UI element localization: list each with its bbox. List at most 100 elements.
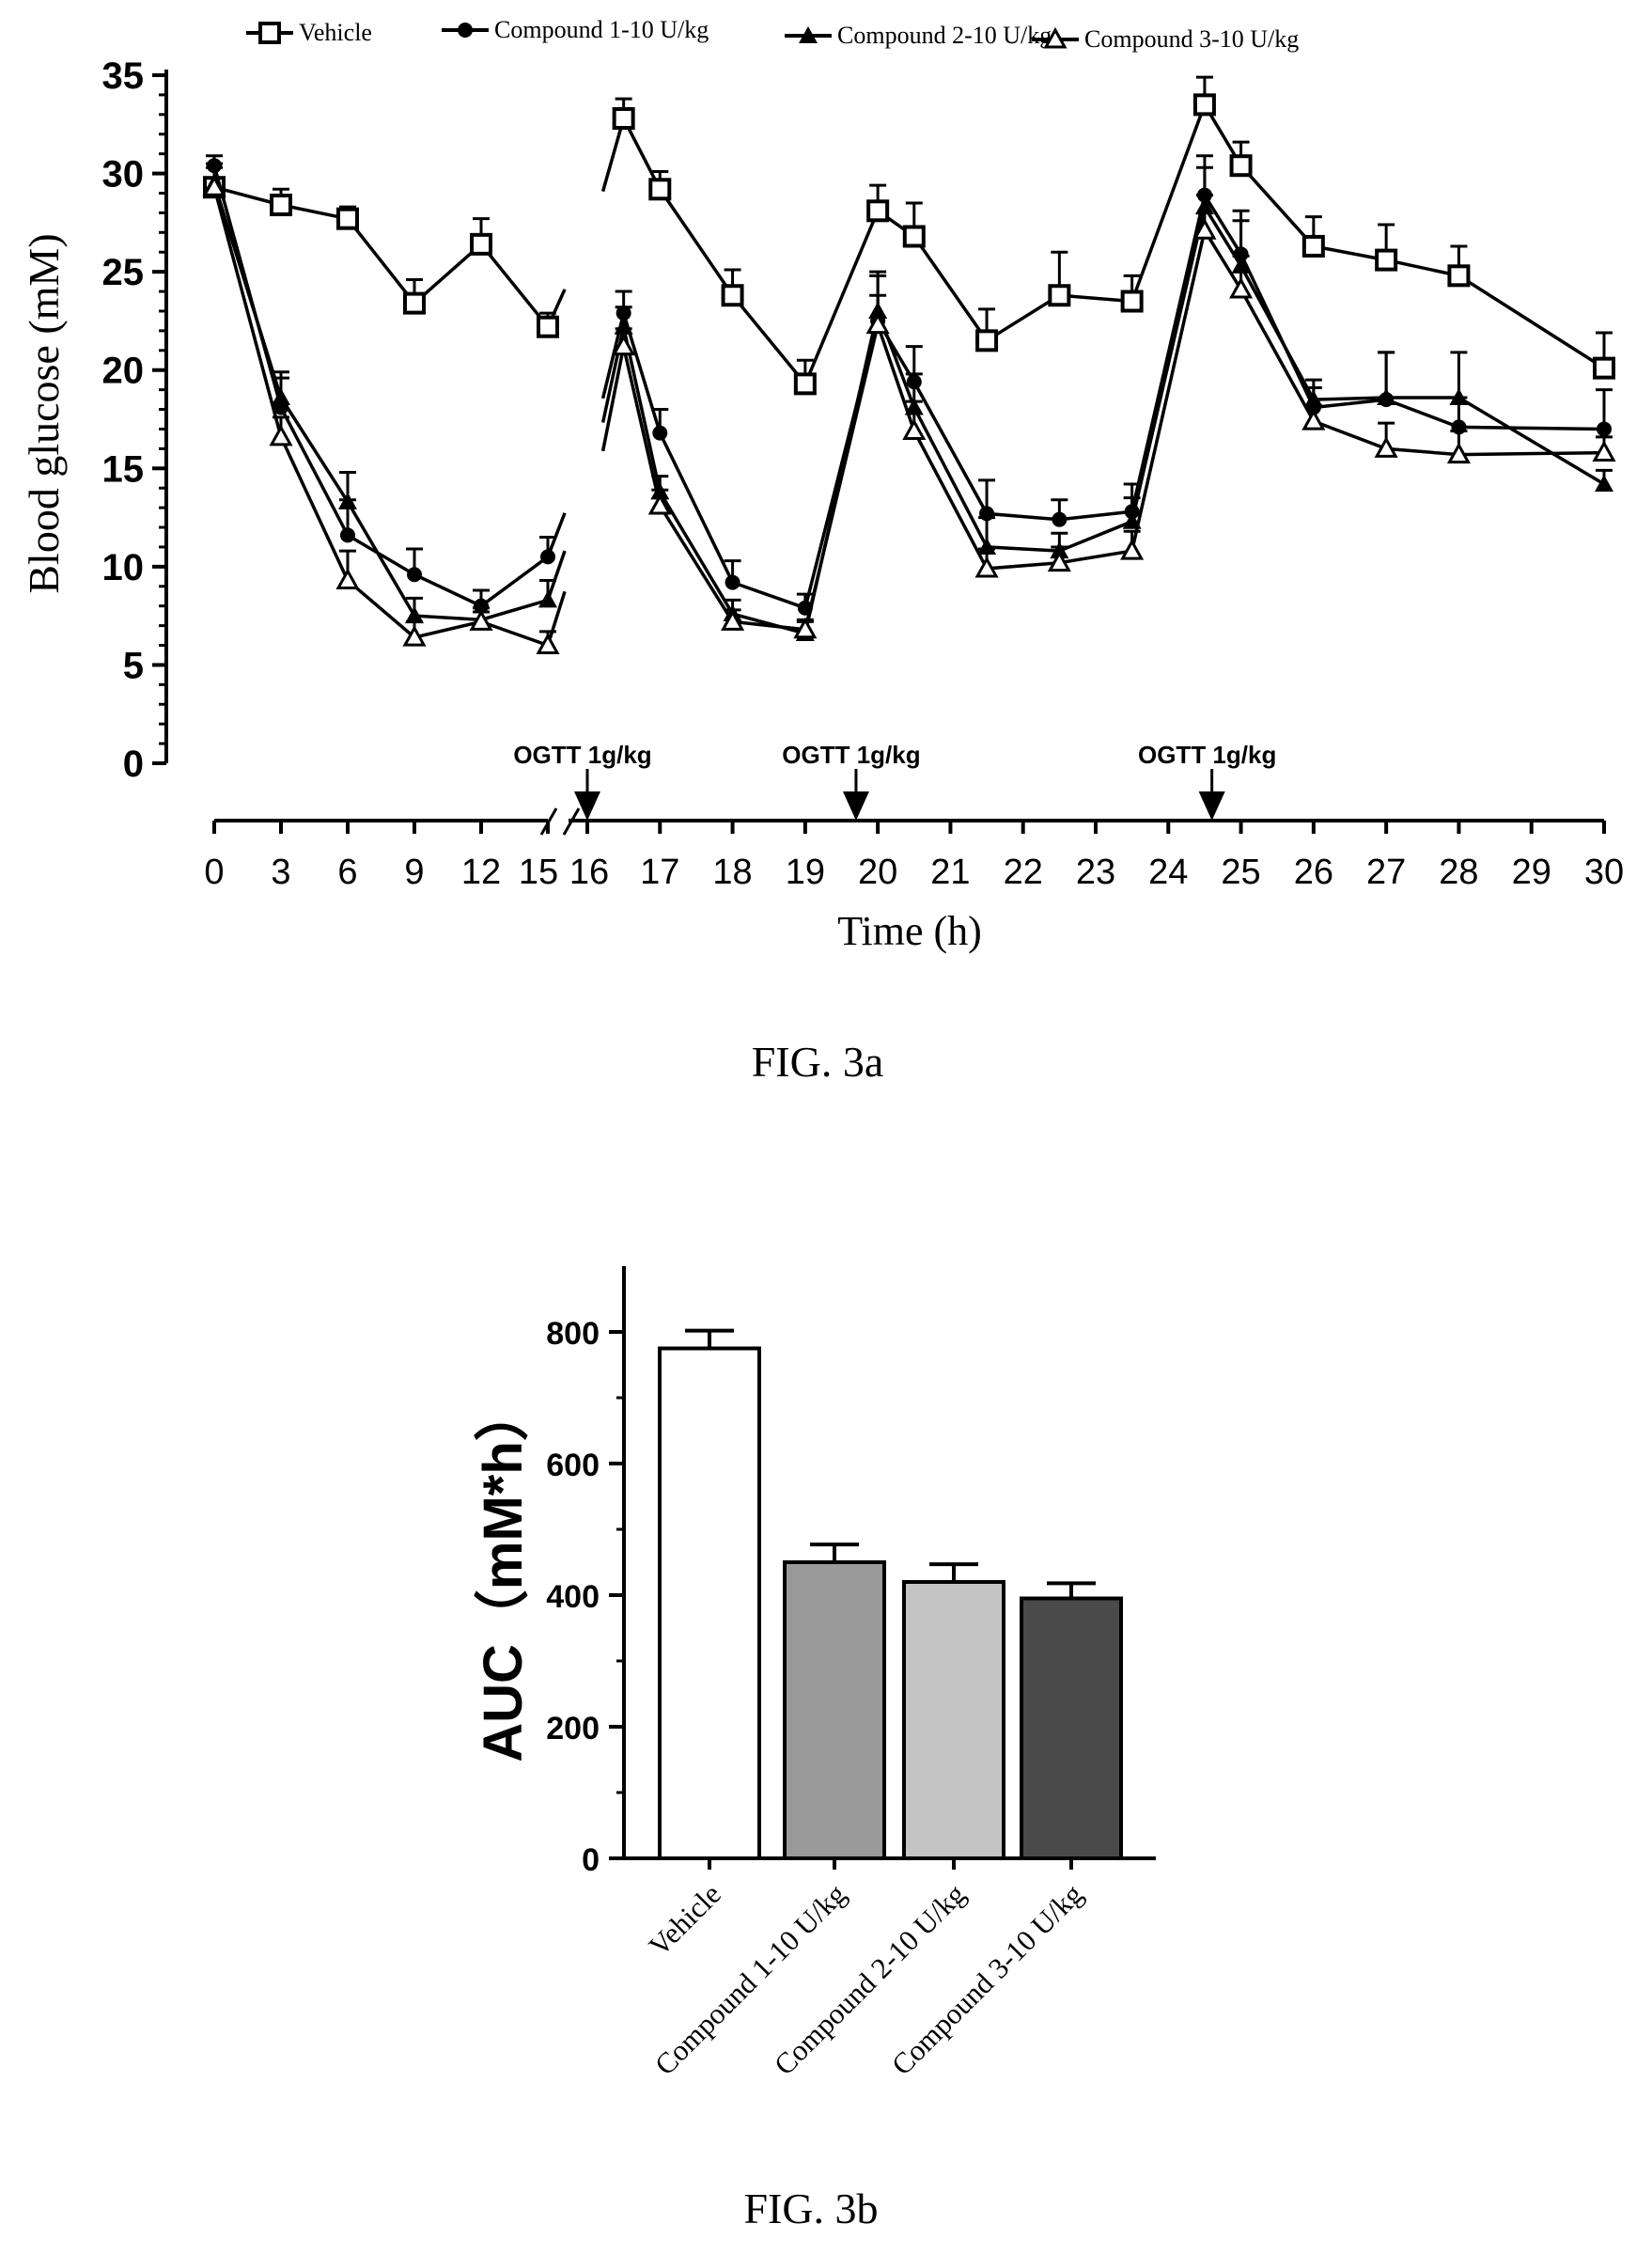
- x-tick-label: 0: [204, 853, 224, 892]
- series-line: [212, 186, 567, 648]
- bar-compound-1-10-u-kg: [783, 1560, 886, 1860]
- y-tick-label: 10: [102, 547, 145, 588]
- series-line: [212, 182, 567, 622]
- legend-label: Vehicle: [299, 19, 372, 46]
- data-point: [537, 315, 559, 338]
- y-tick-label: 30: [102, 154, 145, 196]
- series-line: [600, 202, 1605, 636]
- data-point: [536, 633, 560, 655]
- legend-swatch-marker: [458, 23, 473, 38]
- data-point: [1595, 475, 1613, 493]
- ogtt-annotation-label: OGTT 1g/kg: [782, 741, 920, 769]
- data-point: [1229, 276, 1254, 299]
- y-tick-label: 0: [123, 744, 144, 785]
- data-point: [202, 175, 226, 196]
- data-point: [725, 574, 740, 590]
- data-point: [1597, 421, 1612, 437]
- series-compound-3-10-u-kg: [202, 165, 1616, 655]
- data-point: [335, 568, 360, 589]
- data-point: [1303, 390, 1323, 408]
- data-point: [902, 418, 927, 441]
- data-point: [1301, 409, 1326, 431]
- data-point: [1120, 290, 1144, 313]
- data-point: [1052, 511, 1068, 527]
- legend-label: Compound 3-10 U/kg: [1084, 25, 1299, 53]
- x-tick-label: 12: [461, 853, 501, 892]
- legend-swatch-marker: [1043, 26, 1068, 49]
- data-point: [1229, 154, 1253, 178]
- x-tick-label: 24: [1148, 853, 1188, 892]
- axis-break-mark: [562, 807, 581, 836]
- data-point: [538, 590, 557, 608]
- y-tick-label: 15: [102, 448, 145, 490]
- data-point: [652, 425, 668, 441]
- x-tick-label: 19: [786, 853, 825, 892]
- series-compound-1-10-u-kg: [206, 154, 1613, 616]
- data-point: [407, 567, 422, 583]
- data-point: [1447, 264, 1471, 288]
- data-point: [612, 334, 636, 356]
- legend-label: Compound 1-10 U/kg: [494, 16, 709, 43]
- x-tick-label: 3: [271, 853, 290, 892]
- ogtt-arrow-head: [842, 791, 869, 821]
- data-point: [338, 492, 357, 509]
- y-tick-label: 400: [546, 1579, 600, 1615]
- x-tick-label: 23: [1076, 853, 1115, 892]
- data-point: [270, 194, 292, 217]
- fig-3b-caption: FIG. 3b: [743, 2185, 878, 2232]
- ogtt-arrow-head: [1198, 791, 1225, 821]
- x-tick-label: 25: [1221, 853, 1260, 892]
- legend-label: Compound 2-10 U/kg: [837, 22, 1052, 49]
- data-point: [1048, 284, 1071, 307]
- line-chart-fig-3a: 0 5 10 15 20 25 30 35 Blood glucose (mM) 0 3 6 9 12 15…: [20, 16, 1624, 954]
- data-point: [470, 232, 492, 256]
- x-tick-label: 6: [337, 853, 357, 892]
- data-point: [1377, 387, 1396, 405]
- fig-3a-caption: FIG. 3a: [752, 1038, 884, 1086]
- y-axis-title: AUC（mM*h）: [473, 1386, 534, 1762]
- data-point: [1192, 93, 1216, 117]
- x-tick-label: 15: [519, 853, 558, 892]
- x-tick-label: 27: [1366, 853, 1406, 892]
- data-point: [403, 291, 426, 315]
- data-point: [648, 178, 672, 201]
- x-tick-label: 22: [1004, 853, 1043, 892]
- data-point: [975, 329, 999, 352]
- data-point: [1120, 539, 1145, 560]
- data-point: [793, 372, 817, 396]
- data-point: [1192, 218, 1217, 240]
- x-tick-label: Vehicle: [642, 1877, 726, 1962]
- y-tick-label: 600: [546, 1448, 600, 1483]
- data-point: [336, 207, 359, 230]
- data-point: [1593, 356, 1615, 380]
- series-line: [600, 226, 1605, 632]
- ogtt-annotation-label: OGTT 1g/kg: [513, 741, 651, 769]
- series-line: [600, 191, 1605, 611]
- x-tick-label: 29: [1512, 853, 1551, 892]
- data-point: [540, 549, 555, 565]
- ogtt-annotation-label: OGTT 1g/kg: [1138, 741, 1276, 769]
- legend-swatch-marker: [799, 26, 818, 43]
- bar-compound-3-10-u-kg: [1020, 1596, 1123, 1860]
- x-tick-label: 26: [1294, 853, 1333, 892]
- data-point: [402, 625, 427, 647]
- data-point: [1446, 442, 1471, 464]
- data-point: [793, 617, 818, 639]
- legend: Vehicle Compound 1-10 U/kg Compound 2-10 U…: [246, 16, 1299, 53]
- y-tick-label: 800: [546, 1316, 600, 1352]
- x-tick-label: 18: [712, 853, 752, 892]
- series-line: [213, 185, 567, 331]
- data-point: [1047, 550, 1071, 572]
- x-tick-label: Compound 3-10 U/kg: [885, 1877, 1089, 2081]
- y-tick-label: 25: [102, 252, 145, 293]
- bar-compound-2-10-u-kg: [902, 1580, 1005, 1860]
- series-vehicle: [203, 75, 1615, 396]
- x-tick-label: 16: [569, 853, 609, 892]
- x-tick-label: 20: [858, 853, 897, 892]
- data-point: [974, 556, 999, 578]
- data-point: [647, 493, 672, 515]
- data-point: [340, 527, 355, 543]
- data-point: [1449, 387, 1469, 405]
